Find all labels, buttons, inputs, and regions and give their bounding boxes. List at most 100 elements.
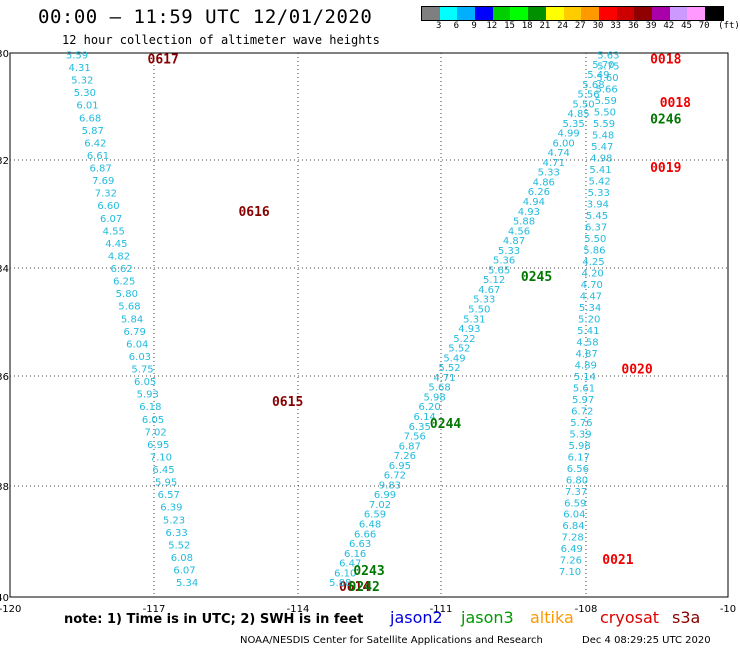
colorbar-label: 12 (486, 21, 498, 31)
swh-value: 6.59 (564, 498, 586, 509)
swh-value: 5.23 (163, 515, 185, 526)
swh-value: 5.98 (423, 392, 445, 403)
colorbar-label: 45 (681, 21, 692, 31)
swh-value: 5.52 (168, 540, 190, 551)
swh-value: 9.83 (379, 480, 401, 491)
colorbar-label: 6 (453, 21, 460, 31)
swh-value: 4.86 (533, 177, 555, 188)
swh-value: 4.74 (548, 148, 570, 159)
swh-value: 5.50 (594, 107, 616, 118)
pass-time-label: 0245 (521, 270, 552, 285)
swh-value: 7.32 (95, 189, 117, 200)
lat-label: -30 (0, 49, 9, 60)
swh-value: 5.87 (82, 126, 104, 137)
lon-label: -117 (143, 604, 166, 615)
swh-value: 5.45 (586, 211, 608, 222)
swh-value: 5.31 (463, 314, 485, 325)
colorbar-swatch (634, 7, 652, 20)
swh-value: 6.04 (563, 510, 585, 521)
swh-value: 6.95 (147, 440, 169, 451)
swh-value: 5.65 (488, 265, 510, 276)
swh-value: 5.35 (562, 119, 584, 130)
lat-label: -32 (0, 156, 9, 167)
swh-value: 5.70 (592, 60, 614, 71)
grid (9, 52, 729, 598)
swh-value: 6.62 (110, 264, 132, 275)
colorbar-swatch (457, 7, 476, 20)
colorbar-label: 36 (627, 21, 639, 31)
swh-value: 6.33 (165, 528, 187, 539)
swh-value: 6.99 (374, 490, 396, 501)
swh-value: 6.14 (414, 412, 436, 423)
swh-value: 5.84 (121, 314, 143, 325)
swh-value: 7.02 (145, 427, 167, 438)
swh-value: 5.50 (584, 234, 606, 245)
colorbar-label: 27 (574, 21, 586, 31)
axis-labels: -120 -117 -114 -111 -108 -10 -30 -32 -34 -36 -38 -4… (0, 49, 736, 615)
swh-value: 5.76 (570, 418, 592, 429)
colorbar-label: 24 (557, 21, 569, 31)
swh-value: 5.34 (579, 303, 601, 314)
swh-value: 4.87 (575, 349, 597, 360)
swh-value: 6.07 (100, 214, 122, 225)
swh-value: 6.57 (158, 490, 180, 501)
swh-value: 5.50 (572, 99, 594, 110)
swh-value: 5.48 (592, 130, 614, 141)
swh-value: 6.42 (84, 138, 106, 149)
swh-value: 4.94 (523, 197, 545, 208)
note-text: note: 1) Time is in UTC; 2) SWH is in fe… (64, 612, 364, 627)
swh-value: 5.68 (118, 302, 140, 313)
colorbar-label: 33 (610, 21, 622, 31)
swh-value: 5.34 (176, 578, 198, 589)
swh-value: 5.98 (568, 441, 590, 452)
lat-label: -36 (0, 372, 9, 383)
lon-label: -111 (430, 604, 453, 615)
swh-value: 5.52 (438, 363, 460, 374)
swh-value: 6.20 (418, 402, 440, 413)
swh-value: 5.14 (574, 372, 596, 383)
pass-time-label: 0242 (349, 580, 380, 595)
swh-value: 4.98 (590, 153, 612, 164)
lon-label: -10 (720, 604, 736, 615)
swh-value: 6.05 (134, 377, 156, 388)
pass-time-label: 0019 (650, 161, 681, 176)
map-frame (9, 52, 729, 598)
swh-value: 5.41 (589, 165, 611, 176)
swh-value: 5.12 (483, 275, 505, 286)
colorbar-swatch (651, 7, 670, 20)
swh-value: 5.30 (74, 88, 96, 99)
swh-value: 4.58 (576, 337, 598, 348)
swh-value: 6.00 (553, 138, 575, 149)
swh-value: 7.02 (369, 500, 391, 511)
swh-value: 5.68 (428, 383, 450, 394)
swh-value: 4.67 (478, 285, 500, 296)
swh-value: 5.41 (577, 326, 599, 337)
swh-value: 5.66 (595, 84, 617, 95)
pass-time-label: 0018 (650, 52, 681, 67)
colorbar (421, 6, 724, 21)
colorbar-swatch (510, 7, 529, 20)
swh-value: 6.37 (585, 222, 607, 233)
swh-value: 5.63 (597, 50, 619, 61)
swh-value: 6.66 (354, 529, 376, 540)
legend-s3a: s3a (672, 608, 701, 627)
colorbar-label: 21 (539, 21, 551, 31)
swh-value: 4.55 (103, 226, 125, 237)
swh-value: 6.60 (97, 201, 119, 212)
swh-value: 5.68 (582, 80, 604, 91)
swh-value: 5.47 (591, 142, 613, 153)
swh-value: 5.60 (596, 73, 618, 84)
swh-value: 6.16 (344, 549, 366, 560)
colorbar-swatch (492, 7, 511, 20)
swh-value: 5.42 (588, 176, 610, 187)
swh-value: 6.01 (76, 101, 98, 112)
colorbar-swatch (475, 7, 493, 20)
swh-value: 6.18 (139, 402, 161, 413)
swh-value: 6.79 (124, 327, 146, 338)
lat-label: -34 (0, 264, 9, 275)
colorbar-swatch (563, 7, 582, 20)
swh-value: 5.32 (71, 76, 93, 87)
swh-value: 4.71 (433, 373, 455, 384)
pass-time-label: 0243 (353, 564, 384, 579)
